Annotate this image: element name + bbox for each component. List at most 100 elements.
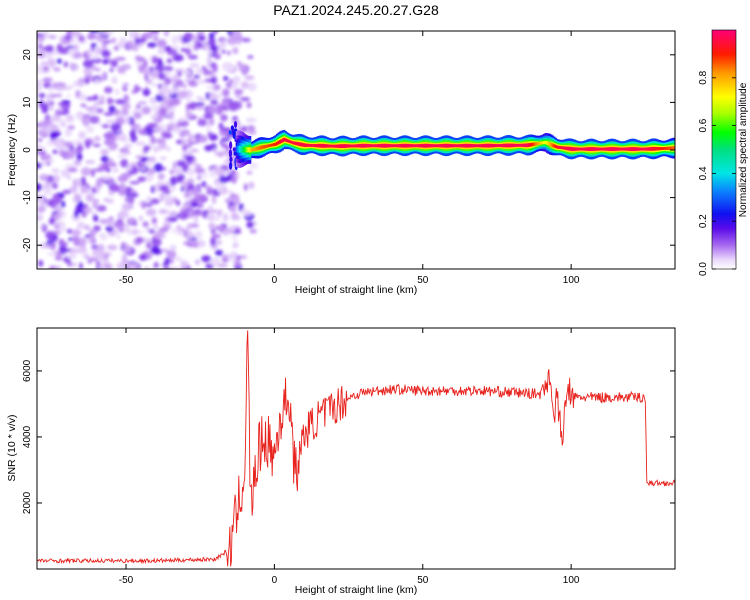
ridge-cell (666, 146, 669, 150)
noise-blob (80, 167, 92, 177)
noise-blob (225, 64, 236, 73)
noise-blob (171, 126, 182, 134)
noise-blob (54, 255, 63, 261)
ridge-cell (505, 143, 508, 148)
noise-blob (247, 82, 257, 92)
ridge-cell (496, 144, 500, 147)
ridge-cell (525, 143, 528, 148)
colorbar-tick-label: 0.6 (698, 118, 709, 132)
noise-blob (228, 78, 234, 83)
noise-blob (211, 195, 217, 205)
noise-blob (233, 75, 241, 84)
noise-blob (50, 124, 59, 130)
ridge-cell (654, 146, 657, 151)
ridge-cell (618, 147, 621, 151)
noise-blob (94, 168, 105, 172)
ridge-cell (327, 144, 330, 148)
ridge-cell (655, 146, 658, 151)
noise-blob (144, 266, 150, 269)
ridge-cell (338, 144, 341, 148)
noise-blob (170, 228, 180, 234)
noise-blob (73, 159, 82, 166)
ridge-cell (617, 147, 620, 151)
noise-blob (37, 138, 43, 142)
ridge-cell (436, 144, 439, 148)
noise-blob (41, 160, 47, 167)
noise-blob (188, 54, 198, 60)
noise-blob (44, 50, 52, 60)
noise-blob (166, 48, 178, 56)
ridge-cell (261, 145, 264, 150)
noise-blob (189, 62, 200, 68)
ridge-cell (298, 142, 301, 146)
ridge-cell (642, 147, 645, 151)
noise-blob (45, 180, 55, 186)
ridge-cell (376, 144, 379, 148)
noise-blob (121, 259, 130, 265)
ridge-cell (476, 144, 479, 148)
noise-blob (217, 209, 223, 215)
ridge-cell (541, 141, 544, 145)
ridge-cell (393, 144, 396, 148)
ridge-cell (344, 144, 347, 148)
noise-blob (197, 202, 204, 209)
noise-blob (192, 240, 199, 249)
noise-blob (149, 31, 160, 35)
ridge-cell (241, 146, 244, 153)
noise-blob (91, 199, 100, 203)
ridge-cell (640, 147, 643, 151)
noise-blob (138, 128, 148, 136)
noise-blob (128, 262, 139, 269)
noise-blob (103, 86, 113, 94)
ridge-cell (553, 144, 556, 148)
noise-blob (67, 261, 73, 267)
noise-blob (248, 181, 255, 190)
ridge-cell (347, 144, 350, 148)
snr-x-tick-label: 50 (417, 575, 429, 586)
noise-blob (124, 82, 129, 87)
ridge-cell (657, 146, 660, 151)
colorbar-gradient (711, 29, 737, 270)
noise-blob (110, 59, 118, 68)
noise-blob (94, 46, 102, 55)
noise-blob (122, 151, 132, 155)
noise-blob (218, 175, 229, 184)
noise-blob (67, 84, 75, 89)
colorbar-tick-label: 0.4 (698, 166, 709, 180)
noise-blob (189, 222, 200, 229)
ridge-cell (651, 146, 654, 151)
noise-blob (209, 168, 216, 178)
ridge-cell (474, 144, 477, 148)
noise-blob (203, 70, 214, 75)
ridge-cell (433, 144, 436, 148)
noise-blob (116, 65, 126, 73)
noise-blob (151, 237, 162, 247)
noise-blob (127, 40, 134, 46)
noise-blob (62, 189, 72, 195)
ridge-cell (281, 138, 284, 143)
ridge-cell (482, 144, 485, 148)
ridge-cell (399, 144, 402, 148)
noise-blob (113, 220, 125, 229)
noise-blob (120, 158, 129, 168)
noise-blob (67, 167, 78, 173)
ridge-cell (479, 144, 482, 148)
noise-blob (135, 236, 143, 244)
noise-blob (239, 97, 251, 102)
noise-blob (37, 43, 43, 49)
noise-blob (143, 145, 148, 154)
ridge-cell (673, 146, 675, 151)
ridge-cell (489, 143, 492, 148)
noise-blob (66, 114, 75, 123)
noise-blob (221, 127, 232, 131)
noise-blob (241, 81, 249, 89)
noise-blob (249, 228, 257, 234)
noise-blob (91, 187, 97, 194)
noise-blob (161, 96, 171, 104)
onset-blob (232, 131, 236, 139)
noise-blob (85, 140, 91, 149)
noise-blob (83, 66, 93, 76)
ridge-cell (341, 144, 344, 148)
ridge-cell (290, 140, 293, 144)
noise-blob (216, 187, 225, 193)
